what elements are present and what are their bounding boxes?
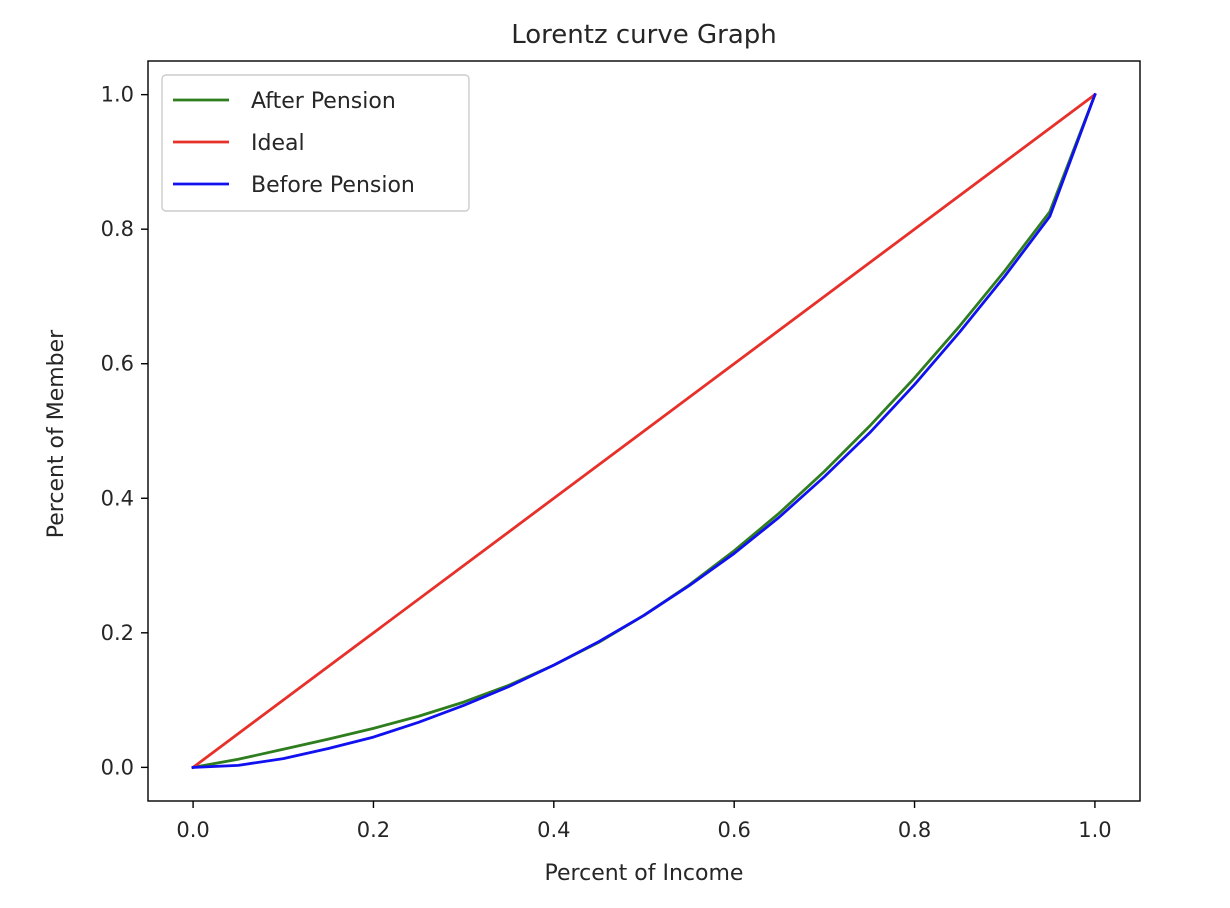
legend-label-ideal: Ideal	[251, 131, 305, 156]
legend-label-after-pension: After Pension	[251, 89, 396, 114]
x-tick-label: 0.2	[357, 818, 390, 842]
x-tick-label: 0.6	[717, 818, 750, 842]
axes-layer: 0.0 0.2 0.4 0.6 0.8 1.0 0.0 0.2 0.4 0.6 0.8 1.0	[101, 60, 1141, 842]
y-tick-label: 1.0	[101, 83, 134, 107]
x-tick-label: 0.4	[537, 818, 570, 842]
series-line-before-pension	[191, 92, 1097, 769]
x-tick-label: 0.8	[898, 818, 931, 842]
axes-frame	[147, 60, 1141, 802]
x-axis-label: Percent of Income	[545, 861, 744, 886]
legend: After Pension Ideal Before Pension	[161, 74, 470, 212]
y-tick-label: 0.4	[101, 486, 134, 510]
series-layer	[191, 92, 1097, 770]
y-tick-label: 0.2	[101, 621, 134, 645]
legend-label-before-pension: Before Pension	[251, 173, 415, 198]
x-tick-label: 1.0	[1078, 818, 1111, 842]
chart-title: Lorentz curve Graph	[511, 20, 777, 50]
y-axis-label: Percent of Member	[44, 329, 69, 538]
y-tick-label: 0.8	[101, 217, 134, 241]
legend-box	[161, 74, 470, 212]
x-tick-label: 0.0	[176, 818, 209, 842]
y-tick-label: 0.0	[101, 755, 134, 779]
y-tick-label: 0.6	[101, 352, 134, 376]
series-line-ideal	[191, 92, 1097, 770]
